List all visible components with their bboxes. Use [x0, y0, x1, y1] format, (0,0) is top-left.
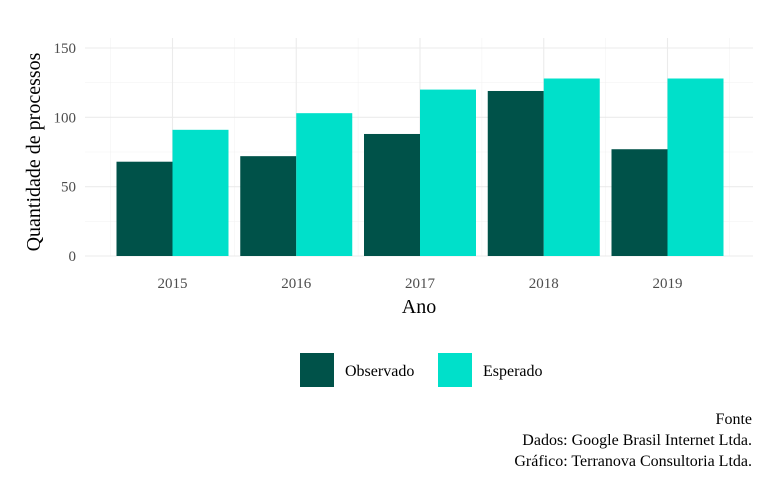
legend-key-esperado [438, 353, 472, 387]
bar-esperado-2016 [296, 113, 353, 256]
legend: Observado Esperado [300, 353, 543, 387]
x-tick-label: 2019 [653, 276, 683, 292]
legend-key-observado [300, 353, 334, 387]
x-axis-ticks: 2015 2016 2017 2018 2019 [158, 276, 683, 292]
x-tick-label: 2017 [405, 276, 436, 292]
bar-esperado-2017 [420, 89, 476, 256]
bar-observado-2016 [240, 156, 297, 256]
y-tick-label: 150 [54, 41, 77, 57]
x-tick-label: 2015 [158, 276, 188, 292]
y-tick-label: 0 [69, 249, 77, 265]
x-axis-title: Ano [402, 296, 436, 318]
bar-observado-2018 [487, 90, 544, 256]
bar-esperado-2018 [543, 78, 600, 256]
y-tick-label: 50 [61, 180, 76, 196]
y-axis-ticks: 0 50 100 150 [54, 41, 77, 265]
bar-esperado-2015 [172, 129, 229, 256]
y-axis-title: Quantidade de processos [23, 52, 45, 251]
x-tick-label: 2018 [529, 276, 559, 292]
bars [116, 78, 724, 256]
caption-line: Fonte [716, 411, 752, 428]
bar-observado-2019 [611, 149, 668, 256]
caption-line: Dados: Google Brasil Internet Ltda. [522, 432, 752, 449]
y-tick-label: 100 [54, 110, 77, 126]
bar-observado-2015 [116, 161, 173, 256]
legend-label-observado: Observado [345, 363, 414, 380]
x-tick-label: 2016 [281, 276, 312, 292]
caption-line: Gráfico: Terranova Consultoria Ltda. [514, 453, 752, 470]
caption: Fonte Dados: Google Brasil Internet Ltda.… [514, 411, 752, 470]
bar-observado-2017 [364, 133, 420, 256]
bar-esperado-2019 [667, 78, 724, 256]
legend-label-esperado: Esperado [483, 363, 543, 380]
